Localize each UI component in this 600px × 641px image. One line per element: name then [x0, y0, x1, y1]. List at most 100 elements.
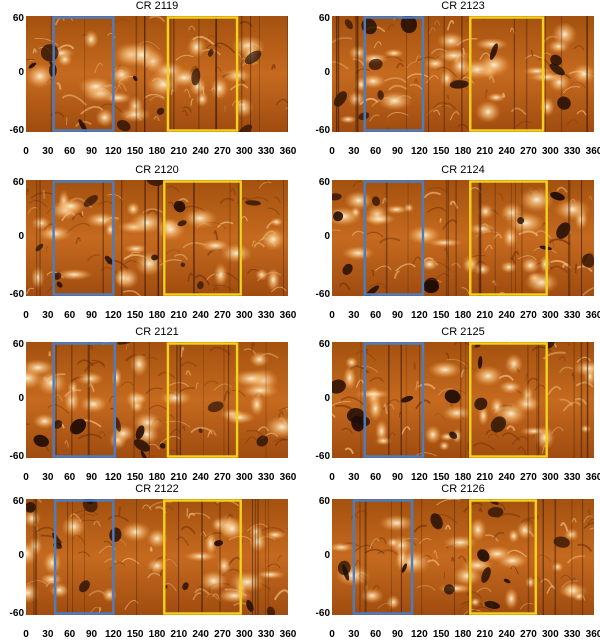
- y-tick-label: 0: [312, 68, 330, 78]
- bright-region: [111, 367, 121, 388]
- x-tick-label: 0: [329, 146, 335, 157]
- x-tick-label: 180: [149, 146, 166, 157]
- y-tick-label: 60: [312, 178, 330, 188]
- bright-region: [102, 587, 117, 602]
- bright-region: [135, 251, 164, 276]
- x-tick-label: 90: [86, 472, 97, 483]
- bright-region: [548, 40, 570, 54]
- bright-region: [79, 395, 107, 413]
- x-tick-label: 210: [476, 146, 493, 157]
- x-tick-label: 150: [127, 146, 144, 157]
- x-tick-label: 300: [542, 146, 559, 157]
- x-tick-label: 330: [564, 629, 581, 640]
- synoptic-map: [26, 16, 288, 132]
- bright-region: [360, 588, 383, 603]
- x-tick-label: 90: [392, 629, 403, 640]
- x-tick-label: 270: [520, 146, 537, 157]
- bright-region: [437, 32, 466, 50]
- bright-region: [78, 77, 113, 97]
- x-tick-label: 30: [42, 310, 53, 321]
- x-tick-label: 180: [149, 310, 166, 321]
- x-tick-label: 90: [86, 310, 97, 321]
- synoptic-map: [26, 499, 288, 615]
- x-tick-label: 30: [42, 629, 53, 640]
- bright-region: [475, 38, 509, 50]
- x-tick-label: 60: [370, 629, 381, 640]
- bright-region: [525, 576, 535, 589]
- bright-region: [520, 427, 549, 436]
- panel-title: CR 2124: [332, 164, 594, 176]
- x-tick-label: 270: [214, 472, 231, 483]
- x-tick-label: 60: [370, 146, 381, 157]
- bright-region: [475, 100, 501, 123]
- bright-region: [270, 218, 283, 227]
- y-tick-label: 0: [6, 551, 24, 561]
- x-tick-label: 300: [542, 472, 559, 483]
- x-tick-label: 120: [105, 146, 122, 157]
- x-tick-label: 60: [370, 472, 381, 483]
- x-tick-label: 240: [498, 472, 515, 483]
- bright-region: [104, 92, 132, 104]
- bright-region: [379, 515, 414, 532]
- bright-region: [451, 56, 471, 77]
- x-tick-label: 120: [411, 310, 428, 321]
- x-tick-label: 0: [23, 629, 29, 640]
- x-tick-label: 210: [170, 472, 187, 483]
- bright-region: [57, 53, 72, 67]
- bright-region: [428, 361, 462, 378]
- x-tick-label: 330: [258, 472, 275, 483]
- x-tick-label: 90: [392, 472, 403, 483]
- panel-title: CR 2122: [26, 483, 288, 495]
- x-tick-label: 240: [192, 629, 209, 640]
- bright-region: [31, 266, 45, 289]
- bright-region: [43, 551, 62, 574]
- x-tick-label: 330: [564, 146, 581, 157]
- x-tick-label: 150: [433, 629, 450, 640]
- bright-region: [439, 441, 450, 451]
- x-tick-label: 210: [476, 629, 493, 640]
- bright-region: [217, 588, 252, 603]
- x-tick-label: 60: [64, 310, 75, 321]
- x-tick-label: 150: [127, 310, 144, 321]
- y-tick-label: -60: [312, 452, 330, 462]
- bright-region: [524, 272, 559, 294]
- y-tick-label: 0: [6, 68, 24, 78]
- bright-region: [437, 583, 473, 593]
- x-tick-label: 270: [520, 310, 537, 321]
- x-tick-label: 30: [348, 629, 359, 640]
- bright-region: [504, 587, 518, 610]
- y-tick-label: 60: [6, 340, 24, 350]
- bright-region: [183, 208, 218, 228]
- x-tick-label: 240: [192, 472, 209, 483]
- x-tick-label: 180: [455, 146, 472, 157]
- y-tick-label: 60: [312, 340, 330, 350]
- x-tick-label: 30: [42, 472, 53, 483]
- bright-region: [385, 205, 407, 214]
- bright-region: [519, 187, 554, 213]
- x-tick-label: 360: [586, 146, 600, 157]
- bright-region: [95, 108, 114, 127]
- x-tick-label: 0: [329, 472, 335, 483]
- bright-region: [368, 397, 382, 421]
- x-tick-label: 150: [433, 146, 450, 157]
- y-tick-label: -60: [6, 609, 24, 619]
- bright-region: [516, 521, 533, 540]
- bright-region: [261, 228, 285, 251]
- synoptic-map: [332, 180, 594, 296]
- x-tick-label: 360: [280, 629, 297, 640]
- bright-region: [551, 562, 564, 573]
- x-tick-label: 270: [214, 629, 231, 640]
- bright-region: [500, 261, 517, 273]
- bright-region: [264, 530, 286, 539]
- x-tick-label: 90: [392, 146, 403, 157]
- bright-region: [83, 30, 98, 49]
- y-tick-label: 60: [6, 497, 24, 507]
- x-tick-label: 300: [236, 310, 253, 321]
- panel-title: CR 2120: [26, 164, 288, 176]
- x-tick-label: 360: [586, 472, 600, 483]
- y-tick-label: -60: [312, 126, 330, 136]
